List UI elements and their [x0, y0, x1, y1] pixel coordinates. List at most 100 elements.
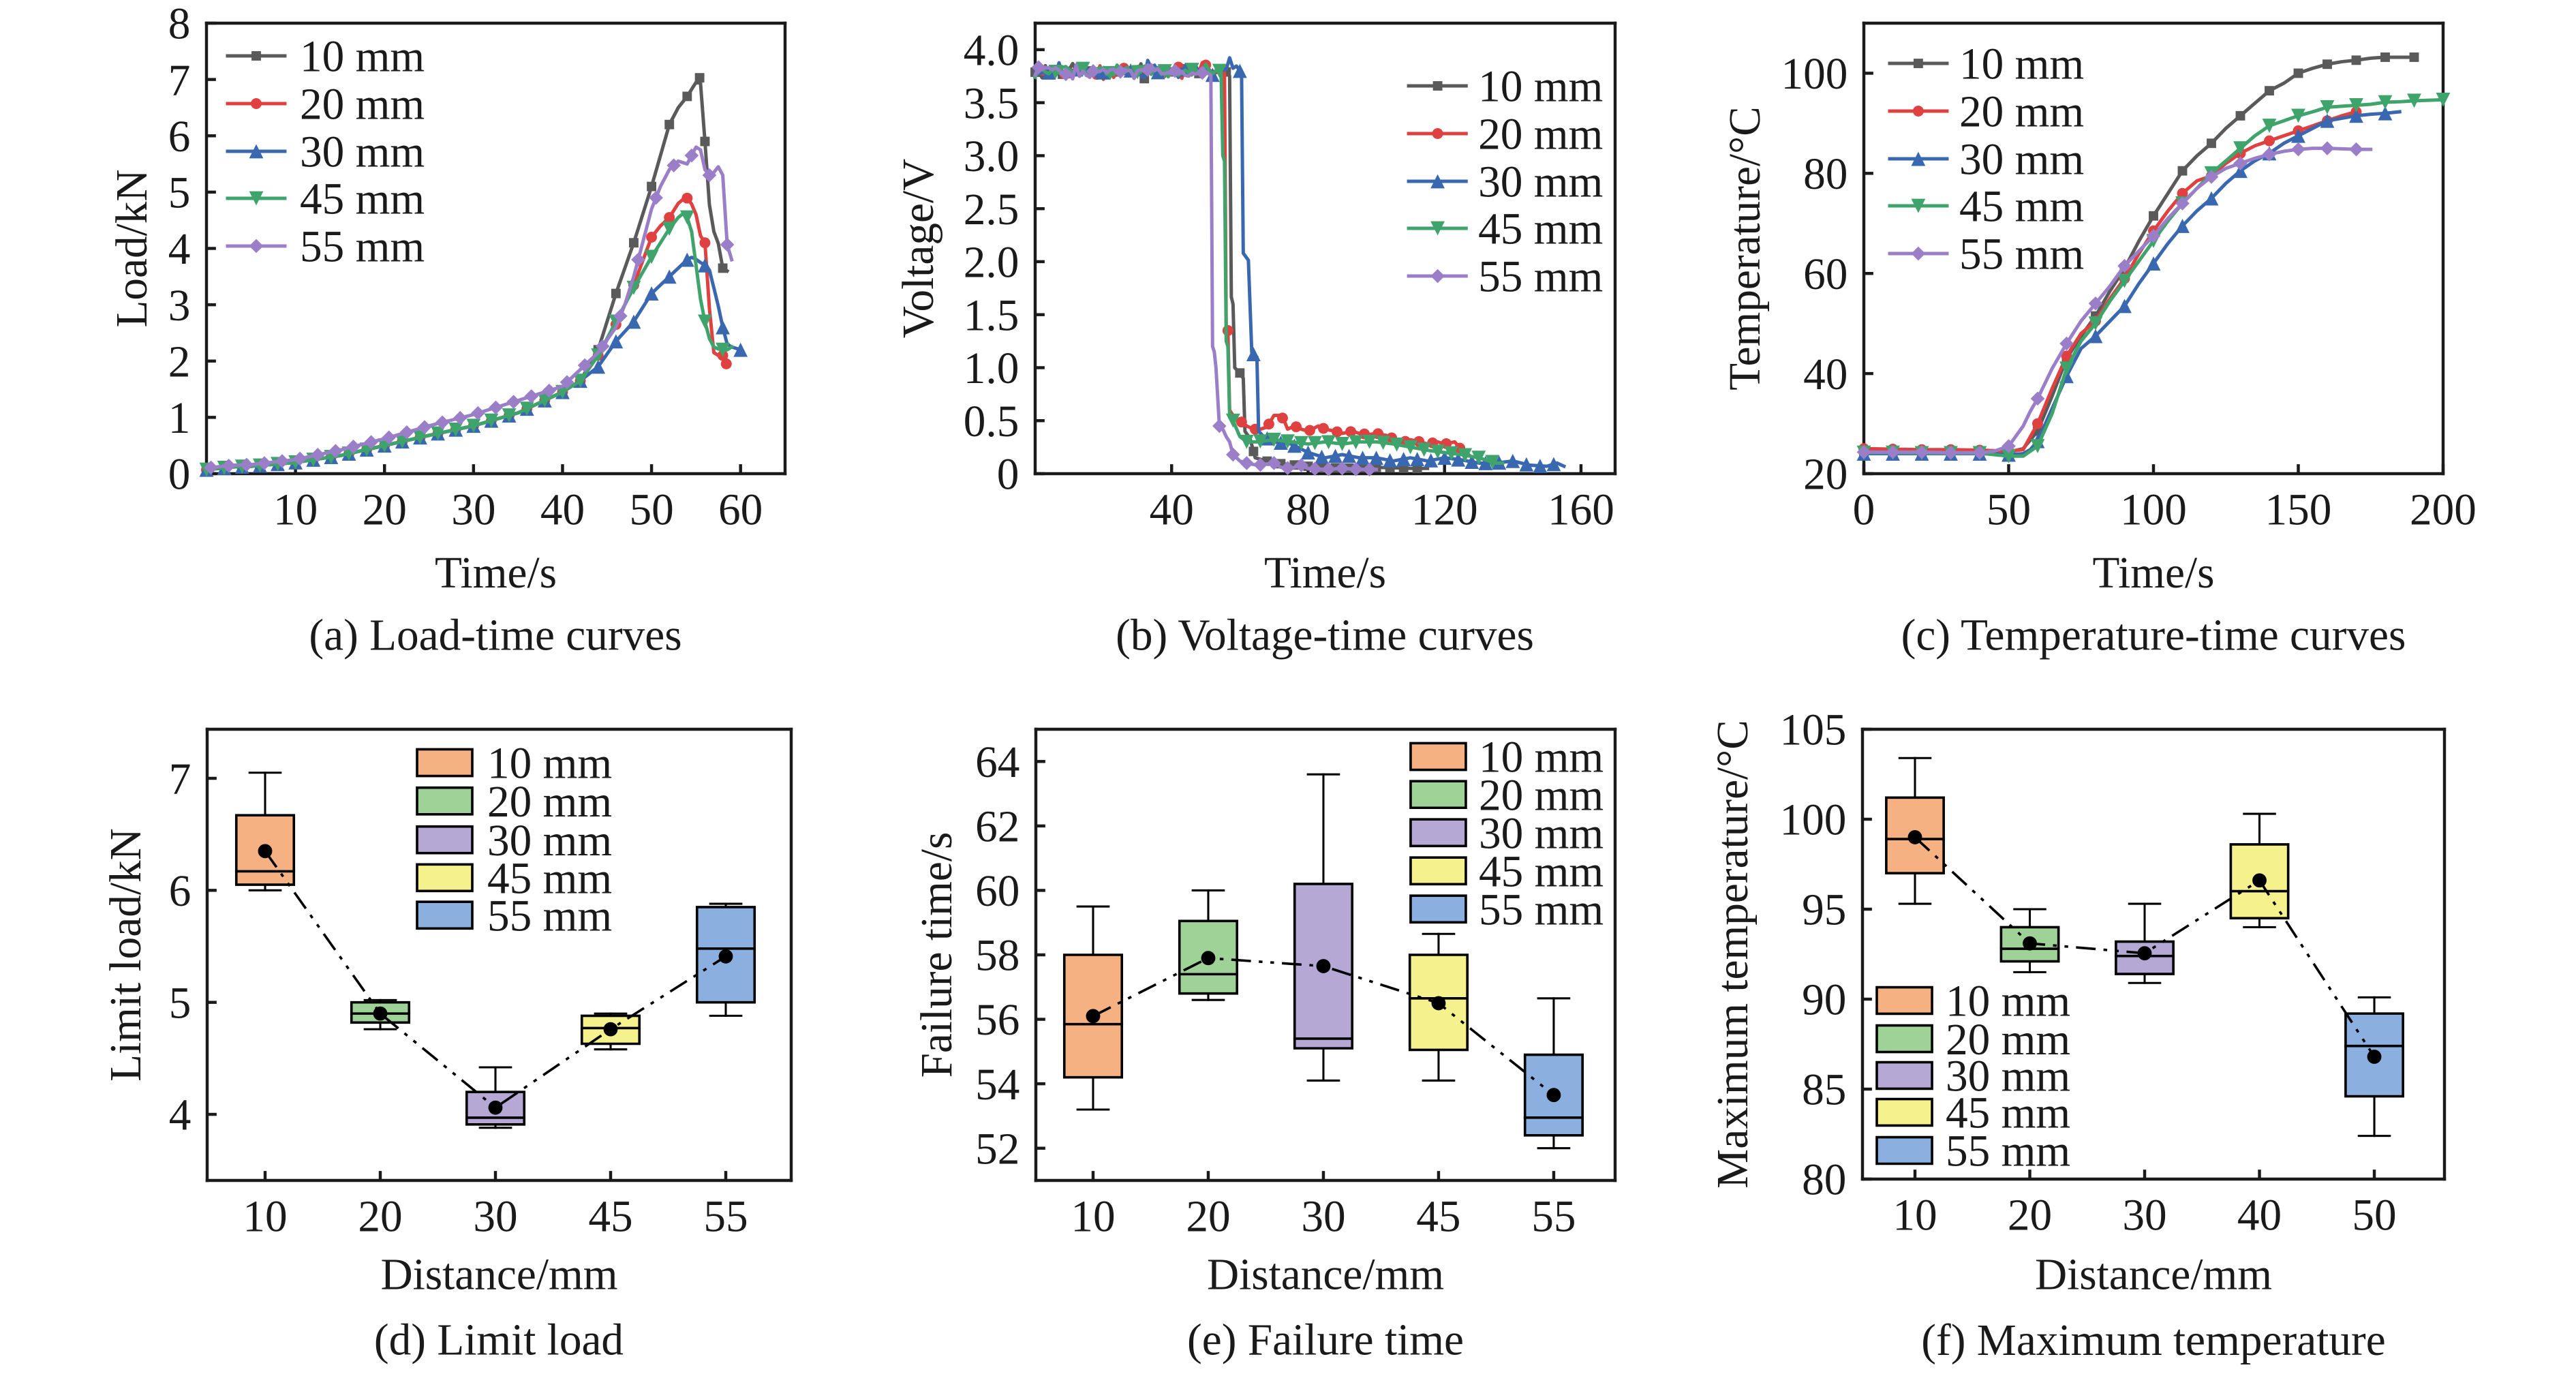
- svg-text:64: 64: [975, 738, 1019, 787]
- svg-text:80: 80: [1803, 150, 1847, 199]
- svg-text:Distance/mm: Distance/mm: [2035, 1250, 2272, 1299]
- svg-text:55: 55: [1531, 1192, 1576, 1241]
- svg-text:20 mm: 20 mm: [300, 80, 425, 129]
- svg-text:30 mm: 30 mm: [487, 816, 612, 866]
- svg-text:60: 60: [975, 867, 1019, 916]
- svg-text:45: 45: [1416, 1192, 1460, 1241]
- svg-text:55: 55: [703, 1192, 748, 1241]
- svg-text:58: 58: [975, 932, 1019, 981]
- svg-text:150: 150: [2265, 485, 2332, 534]
- svg-text:45: 45: [588, 1192, 632, 1241]
- svg-text:0: 0: [168, 451, 191, 500]
- svg-text:20 mm: 20 mm: [1479, 771, 1604, 820]
- svg-text:10 mm: 10 mm: [1478, 63, 1603, 112]
- svg-text:2: 2: [168, 337, 191, 386]
- svg-text:Temperature/°C: Temperature/°C: [1721, 106, 1770, 391]
- svg-text:20: 20: [2008, 1191, 2052, 1240]
- svg-text:56: 56: [975, 996, 1019, 1045]
- svg-text:100: 100: [2120, 485, 2187, 534]
- svg-text:80: 80: [1286, 485, 1330, 534]
- svg-text:45 mm: 45 mm: [1478, 205, 1603, 254]
- svg-text:4: 4: [168, 225, 191, 274]
- svg-text:10: 10: [273, 485, 318, 534]
- svg-text:10: 10: [243, 1192, 287, 1241]
- svg-text:50: 50: [629, 485, 673, 534]
- svg-text:55 mm: 55 mm: [300, 223, 425, 272]
- svg-text:20 mm: 20 mm: [1946, 1016, 2070, 1065]
- svg-text:40: 40: [540, 485, 585, 534]
- svg-text:40: 40: [2237, 1191, 2282, 1240]
- svg-text:3.5: 3.5: [964, 79, 1019, 128]
- svg-text:Voltage/V: Voltage/V: [894, 159, 943, 338]
- svg-text:3: 3: [168, 281, 191, 331]
- svg-text:Failure time/s: Failure time/s: [913, 832, 962, 1078]
- svg-text:5: 5: [168, 169, 191, 218]
- svg-text:100: 100: [1779, 796, 1846, 845]
- svg-text:1.0: 1.0: [964, 344, 1019, 393]
- svg-text:(a) Load-time curves: (a) Load-time curves: [309, 611, 681, 660]
- svg-text:45 mm: 45 mm: [1959, 183, 2084, 232]
- svg-text:0.5: 0.5: [964, 397, 1019, 446]
- svg-text:20 mm: 20 mm: [1959, 88, 2084, 137]
- svg-text:45 mm: 45 mm: [1479, 847, 1604, 896]
- svg-text:2.0: 2.0: [964, 239, 1019, 288]
- svg-text:30: 30: [1301, 1192, 1345, 1241]
- svg-text:54: 54: [975, 1060, 1019, 1110]
- svg-text:55 mm: 55 mm: [1479, 885, 1604, 934]
- svg-text:Time/s: Time/s: [435, 549, 557, 598]
- svg-text:20: 20: [1803, 451, 1847, 500]
- svg-text:Limit load/kN: Limit load/kN: [102, 828, 151, 1082]
- svg-text:55 mm: 55 mm: [1959, 230, 2084, 279]
- svg-text:5: 5: [169, 979, 191, 1028]
- svg-text:0: 0: [997, 451, 1019, 500]
- svg-text:160: 160: [1548, 485, 1614, 534]
- svg-text:62: 62: [975, 803, 1019, 852]
- svg-text:30 mm: 30 mm: [1946, 1052, 2070, 1101]
- svg-text:10 mm: 10 mm: [1959, 40, 2084, 89]
- svg-text:1: 1: [168, 394, 191, 443]
- svg-text:105: 105: [1779, 706, 1846, 755]
- svg-text:4: 4: [169, 1091, 191, 1140]
- svg-text:10 mm: 10 mm: [1946, 977, 2070, 1026]
- svg-text:Distance/mm: Distance/mm: [1207, 1250, 1444, 1299]
- svg-text:60: 60: [1803, 250, 1847, 299]
- svg-text:20: 20: [363, 485, 407, 534]
- svg-text:50: 50: [1987, 485, 2031, 534]
- svg-text:6: 6: [168, 112, 191, 162]
- svg-text:85: 85: [1802, 1066, 1846, 1115]
- svg-text:(d) Limit load: (d) Limit load: [374, 1316, 624, 1365]
- svg-text:45 mm: 45 mm: [300, 175, 425, 224]
- svg-text:200: 200: [2410, 485, 2477, 534]
- svg-text:10: 10: [1071, 1192, 1115, 1241]
- svg-text:1.5: 1.5: [964, 291, 1019, 340]
- svg-text:Time/s: Time/s: [1264, 549, 1386, 598]
- svg-text:0: 0: [1853, 485, 1875, 534]
- svg-text:(c) Temperature-time curves: (c) Temperature-time curves: [1901, 611, 2406, 660]
- svg-text:30 mm: 30 mm: [1959, 136, 2084, 185]
- svg-text:30 mm: 30 mm: [1479, 809, 1604, 858]
- svg-text:55 mm: 55 mm: [1478, 253, 1603, 302]
- svg-text:Maximum temperature/°C: Maximum temperature/°C: [1708, 720, 1758, 1189]
- svg-text:20 mm: 20 mm: [487, 778, 612, 827]
- svg-text:30: 30: [2122, 1191, 2166, 1240]
- svg-text:30 mm: 30 mm: [1478, 158, 1603, 207]
- svg-text:10 mm: 10 mm: [300, 33, 425, 82]
- svg-text:90: 90: [1802, 976, 1846, 1025]
- svg-text:10 mm: 10 mm: [1479, 733, 1604, 782]
- svg-text:20 mm: 20 mm: [1478, 110, 1603, 159]
- svg-text:Time/s: Time/s: [2093, 549, 2215, 598]
- svg-text:45 mm: 45 mm: [487, 855, 612, 904]
- svg-text:4.0: 4.0: [964, 27, 1019, 76]
- svg-text:60: 60: [718, 485, 763, 534]
- svg-text:7: 7: [169, 755, 191, 804]
- svg-text:80: 80: [1802, 1156, 1846, 1205]
- svg-text:45 mm: 45 mm: [1946, 1089, 2070, 1138]
- svg-text:(e) Failure time: (e) Failure time: [1187, 1316, 1464, 1365]
- svg-text:30 mm: 30 mm: [300, 128, 425, 177]
- svg-text:10 mm: 10 mm: [487, 739, 612, 789]
- svg-text:Load/kN: Load/kN: [108, 170, 157, 328]
- svg-text:6: 6: [169, 867, 191, 916]
- svg-text:50: 50: [2352, 1191, 2396, 1240]
- svg-text:100: 100: [1781, 50, 1847, 99]
- svg-text:40: 40: [1150, 485, 1194, 534]
